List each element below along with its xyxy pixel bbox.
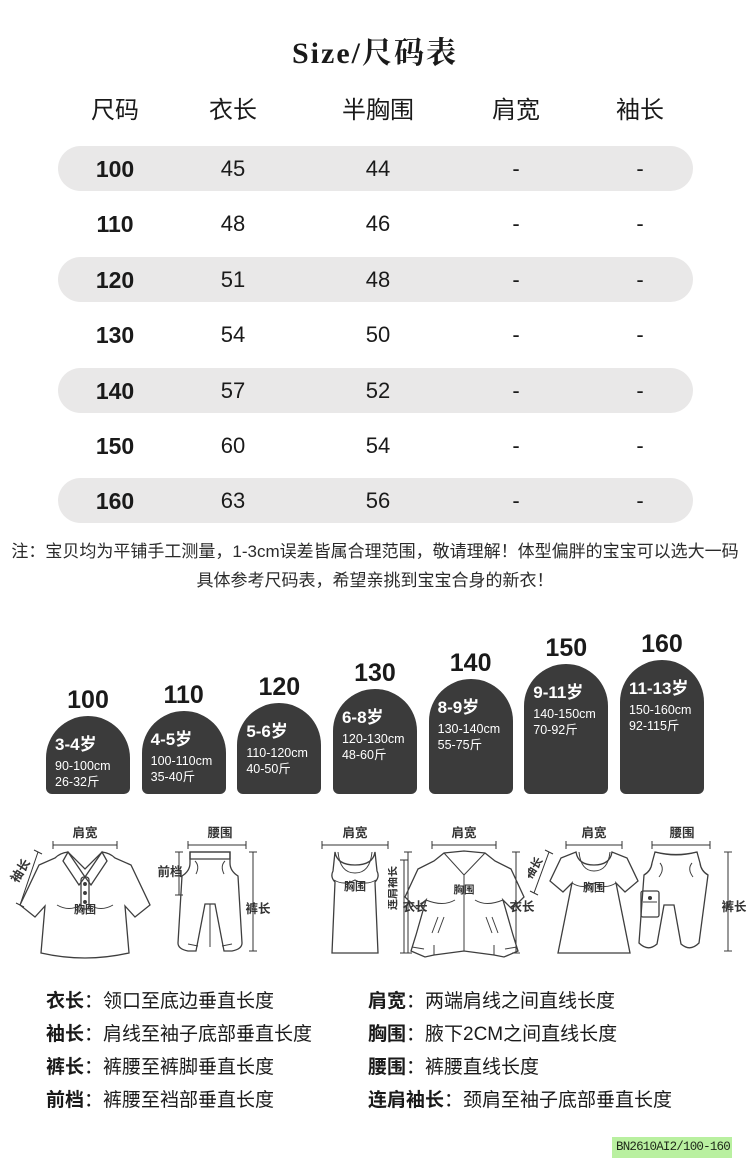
svg-text:肩宽: 肩宽 xyxy=(451,825,477,840)
svg-text:腰围: 腰围 xyxy=(669,826,694,840)
svg-text:裤长: 裤长 xyxy=(721,899,747,914)
svg-text:肩宽: 肩宽 xyxy=(581,825,607,840)
svg-text:肩宽: 肩宽 xyxy=(72,825,98,840)
svg-text:胸围: 胸围 xyxy=(454,883,475,896)
svg-text:连肩袖长: 连肩袖长 xyxy=(388,866,399,910)
svg-text:腰围: 腰围 xyxy=(207,826,232,840)
svg-text:胸围: 胸围 xyxy=(74,902,96,916)
svg-text:肩宽: 肩宽 xyxy=(342,825,368,840)
svg-text:胸围: 胸围 xyxy=(344,879,366,893)
svg-text:袖长: 袖长 xyxy=(7,856,33,886)
svg-text:裤长: 裤长 xyxy=(245,901,271,916)
svg-text:胸围: 胸围 xyxy=(583,880,605,894)
